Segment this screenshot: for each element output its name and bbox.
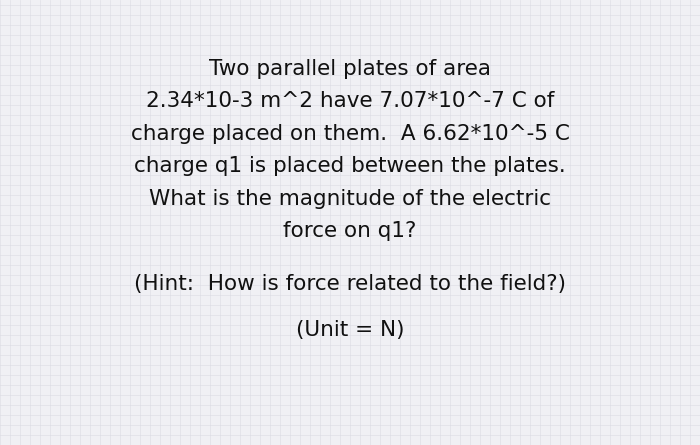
Text: force on q1?: force on q1?	[284, 222, 416, 241]
Text: 2.34*10-3 m^2 have 7.07*10^-7 C of: 2.34*10-3 m^2 have 7.07*10^-7 C of	[146, 92, 554, 111]
Text: charge placed on them.  A 6.62*10^-5 C: charge placed on them. A 6.62*10^-5 C	[131, 124, 569, 144]
Text: charge q1 is placed between the plates.: charge q1 is placed between the plates.	[134, 157, 566, 176]
Text: (Hint:  How is force related to the field?): (Hint: How is force related to the field…	[134, 274, 566, 294]
Text: (Unit = N): (Unit = N)	[295, 320, 405, 340]
Text: Two parallel plates of area: Two parallel plates of area	[209, 59, 491, 79]
Text: What is the magnitude of the electric: What is the magnitude of the electric	[149, 189, 551, 209]
